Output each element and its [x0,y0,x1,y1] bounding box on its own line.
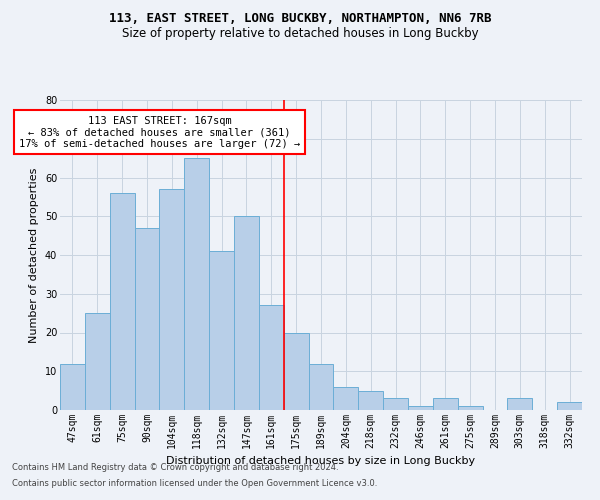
Bar [234,216,259,410]
Text: Contains HM Land Registry data © Crown copyright and database right 2024.: Contains HM Land Registry data © Crown c… [12,464,338,472]
Text: Size of property relative to detached houses in Long Buckby: Size of property relative to detached ho… [122,28,478,40]
Bar [110,193,134,410]
Bar [358,390,383,410]
Bar [184,158,209,410]
Bar [60,364,85,410]
Bar [433,398,458,410]
Bar [259,306,284,410]
Bar [308,364,334,410]
Text: 113 EAST STREET: 167sqm
← 83% of detached houses are smaller (361)
17% of semi-d: 113 EAST STREET: 167sqm ← 83% of detache… [19,116,300,148]
X-axis label: Distribution of detached houses by size in Long Buckby: Distribution of detached houses by size … [166,456,476,466]
Bar [334,387,358,410]
Text: 113, EAST STREET, LONG BUCKBY, NORTHAMPTON, NN6 7RB: 113, EAST STREET, LONG BUCKBY, NORTHAMPT… [109,12,491,26]
Bar [209,251,234,410]
Bar [508,398,532,410]
Bar [383,398,408,410]
Bar [408,406,433,410]
Bar [160,189,184,410]
Bar [85,313,110,410]
Bar [458,406,482,410]
Text: Contains public sector information licensed under the Open Government Licence v3: Contains public sector information licen… [12,478,377,488]
Bar [557,402,582,410]
Bar [134,228,160,410]
Y-axis label: Number of detached properties: Number of detached properties [29,168,39,342]
Bar [284,332,308,410]
